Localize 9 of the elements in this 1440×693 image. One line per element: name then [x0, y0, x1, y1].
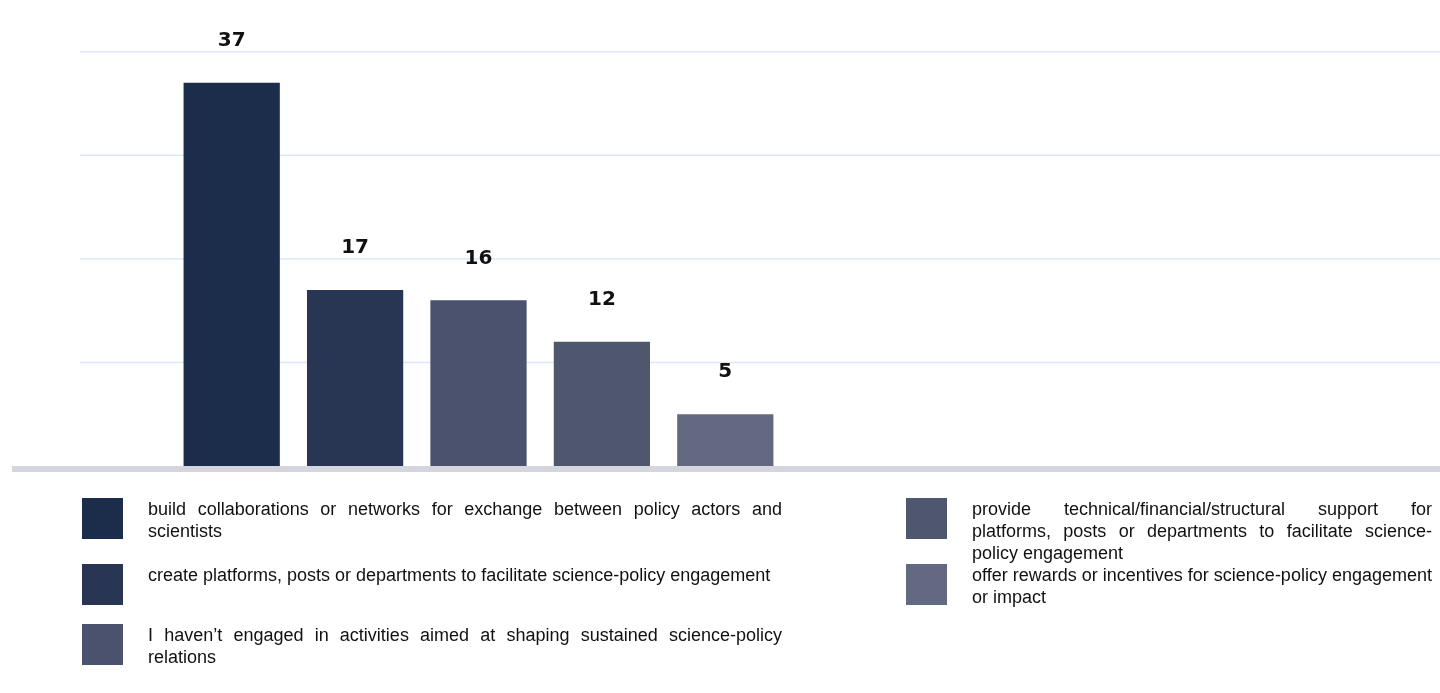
data-label: 12	[587, 285, 616, 310]
legend-label: offer rewards or incentives for science-policy engagement or impact	[972, 564, 1432, 608]
data-label: 5	[718, 358, 733, 383]
legend-label: build collaborations or networks for exchange between policy actors and scientists	[148, 498, 782, 542]
legend-label: I haven’t engaged in activities aimed at shaping sustained science-policy relations	[148, 624, 782, 668]
data-label: 37	[217, 27, 246, 52]
data-label: 16	[464, 244, 493, 269]
legend-label: create platforms, posts or departments to facilitate science-policy engagement	[148, 564, 771, 586]
data-label: 17	[341, 234, 370, 259]
